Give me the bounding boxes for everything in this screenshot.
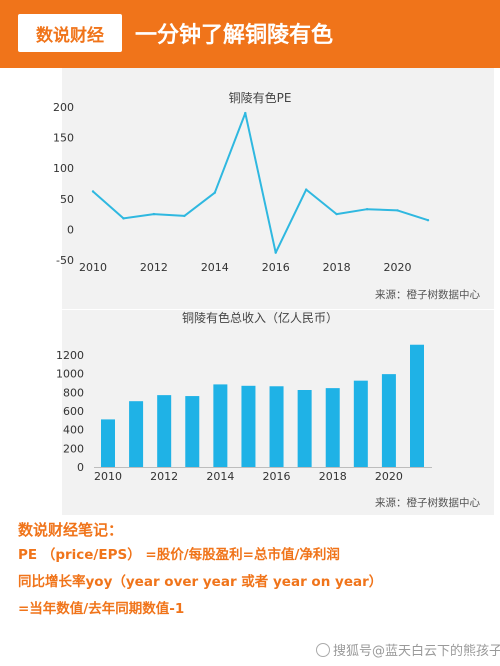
- revenue-y-tick-label: 400: [63, 424, 84, 437]
- revenue-x-tick-label: 2012: [150, 470, 178, 483]
- pe-series-line: [92, 112, 429, 254]
- pe-data-point: [335, 212, 338, 216]
- panel-divider: [62, 309, 494, 310]
- pe-data-point: [152, 212, 156, 216]
- revenue-y-tick-label: 1000: [56, 368, 84, 381]
- pe-data-point: [244, 111, 247, 115]
- revenue-bar: [325, 388, 340, 467]
- section-badge: 数说财经: [18, 14, 122, 52]
- pe-data-point: [122, 217, 125, 220]
- pe-x-tick-label: 2018: [323, 261, 351, 274]
- pe-data-point: [304, 188, 308, 191]
- pe-x-tick-label: 2012: [140, 261, 168, 274]
- note-line-formula: =当年数值/去年同期数值-1: [18, 601, 185, 617]
- revenue-bar: [297, 390, 312, 467]
- header-bar: 数说财经 一分钟了解铜陵有色: [0, 0, 500, 68]
- pe-data-point: [183, 214, 186, 218]
- pe-x-tick-label: 2016: [262, 261, 290, 274]
- revenue-chart-title: 铜陵有色总收入（亿人民币）: [182, 310, 338, 325]
- note-line-yoy: 同比增长率yoy（year over year 或者 year on year）: [18, 574, 383, 590]
- pe-y-tick-label: 0: [67, 223, 74, 236]
- pe-y-tick-label: -50: [56, 254, 74, 267]
- pe-y-tick-label: 50: [60, 193, 74, 206]
- revenue-y-tick-label: 1200: [56, 349, 84, 362]
- pe-y-tick-label: 100: [53, 162, 74, 175]
- pe-source-note: 来源：橙子树数据中心: [375, 288, 480, 301]
- revenue-bar: [185, 396, 200, 467]
- watermark-icon: [316, 643, 330, 657]
- revenue-x-tick-label: 2020: [375, 470, 403, 483]
- note-line-pe: PE （price/EPS） =股价/每股盈利=总市值/净利润: [18, 547, 340, 563]
- revenue-x-tick-label: 2016: [263, 470, 291, 483]
- pe-data-point: [91, 190, 95, 193]
- pe-x-tick-label: 2010: [79, 261, 107, 274]
- revenue-y-tick-label: 0: [77, 461, 84, 474]
- pe-y-tick-label: 150: [53, 132, 74, 145]
- pe-data-point: [396, 209, 399, 212]
- charts-canvas: 铜陵有色PE 200 150 100 50 0 -50 2010 2012 2014 2016 201…: [53, 90, 480, 509]
- revenue-y-tick-label: 200: [63, 442, 84, 455]
- pe-x-tick-label: 2020: [384, 261, 412, 274]
- pe-data-point: [213, 191, 217, 194]
- revenue-x-tick-label: 2014: [206, 470, 234, 483]
- watermark: 搜狐号@蓝天白云下的熊孩子: [316, 640, 500, 659]
- page-title: 一分钟了解铜陵有色: [135, 23, 334, 48]
- pe-data-point: [365, 208, 369, 211]
- revenue-bar: [269, 386, 284, 467]
- pe-x-tick-label: 2014: [201, 261, 229, 274]
- pe-chart-panel: [62, 68, 494, 310]
- notes-title: 数说财经笔记：: [18, 521, 124, 539]
- revenue-bar: [241, 385, 256, 467]
- revenue-bar: [353, 380, 368, 467]
- revenue-x-tick-label: 2018: [319, 470, 347, 483]
- pe-chart-title: 铜陵有色PE: [229, 90, 292, 105]
- revenue-x-tick-label: 2010: [94, 470, 122, 483]
- revenue-bar: [213, 384, 228, 467]
- pe-data-point: [274, 251, 277, 254]
- watermark-text: 搜狐号@蓝天白云下的熊孩子: [333, 644, 500, 659]
- revenue-y-tick-label: 600: [63, 405, 84, 418]
- pe-y-tick-label: 200: [53, 101, 74, 114]
- revenue-y-tick-label: 800: [63, 386, 84, 399]
- revenue-bar: [129, 401, 144, 467]
- revenue-bar: [381, 374, 396, 467]
- revenue-bar: [410, 344, 424, 467]
- notes-section: 数说财经笔记： PE （price/EPS） =股价/每股盈利=总市值/净利润 …: [18, 518, 488, 623]
- revenue-bar: [101, 419, 115, 467]
- revenue-source-note: 来源：橙子树数据中心: [375, 496, 480, 509]
- revenue-bar: [157, 395, 172, 467]
- pe-data-point: [426, 219, 430, 222]
